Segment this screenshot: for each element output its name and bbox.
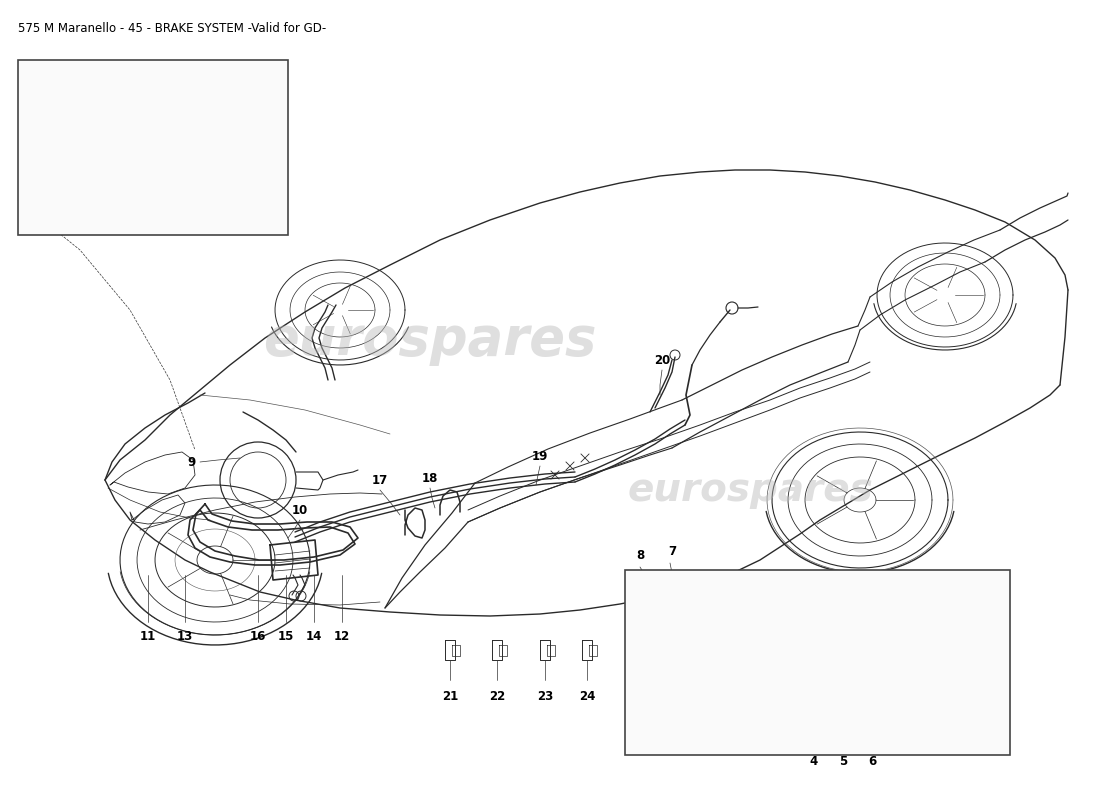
Bar	[18, 60, 288, 235]
Text: 11: 11	[140, 630, 156, 642]
Text: 15: 15	[278, 630, 294, 642]
Text: 17: 17	[372, 474, 388, 486]
Text: eurospares: eurospares	[263, 314, 596, 366]
Text: 14: 14	[306, 630, 322, 642]
Text: 20: 20	[653, 354, 670, 366]
Text: 26: 26	[135, 77, 151, 90]
Text: 4: 4	[810, 755, 818, 768]
Text: eurospares: eurospares	[627, 471, 873, 509]
Text: 27: 27	[35, 203, 51, 213]
Text: 12: 12	[334, 630, 350, 642]
Text: 13: 13	[177, 630, 194, 642]
Text: 2: 2	[60, 82, 69, 95]
Text: 5: 5	[839, 755, 847, 768]
Text: 19: 19	[531, 450, 548, 462]
Text: 9: 9	[188, 457, 196, 470]
Text: 575 M Maranello - 45 - BRAKE SYSTEM -Valid for GD-: 575 M Maranello - 45 - BRAKE SYSTEM -Val…	[18, 22, 327, 35]
Text: 24: 24	[579, 690, 595, 703]
Bar	[625, 570, 1010, 755]
Text: 6: 6	[868, 755, 876, 768]
Text: 21: 21	[442, 690, 458, 703]
Text: 25: 25	[147, 205, 163, 215]
Text: 10: 10	[292, 503, 308, 517]
Text: 7: 7	[668, 545, 676, 558]
Text: 2: 2	[218, 82, 227, 95]
Bar	[866, 608, 910, 692]
Text: 22: 22	[488, 690, 505, 703]
Text: 1: 1	[111, 82, 119, 95]
Text: 16: 16	[250, 630, 266, 642]
Text: 23: 23	[537, 690, 553, 703]
Text: 18: 18	[421, 471, 438, 485]
Text: 8: 8	[636, 549, 645, 562]
Text: 3: 3	[940, 668, 949, 681]
